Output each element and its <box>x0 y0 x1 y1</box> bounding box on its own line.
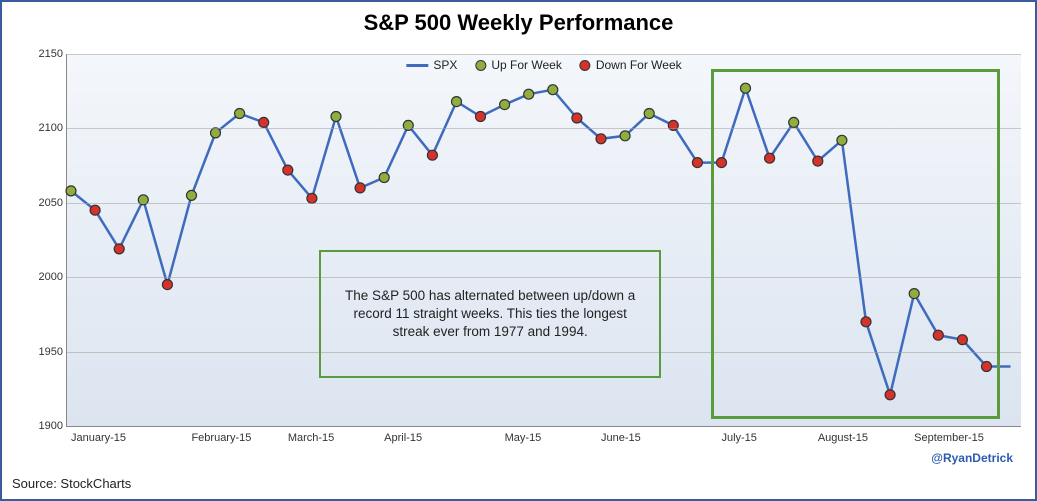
x-axis-label: March-15 <box>288 432 334 444</box>
marker-down <box>114 244 124 254</box>
marker-up <box>66 186 76 196</box>
legend-label: Up For Week <box>491 58 561 72</box>
marker-down <box>885 390 895 400</box>
marker-up <box>789 117 799 127</box>
y-axis-label: 1900 <box>31 420 63 432</box>
marker-down <box>476 112 486 122</box>
marker-up <box>211 128 221 138</box>
marker-down <box>90 205 100 215</box>
marker-up <box>331 112 341 122</box>
x-axis-label: January-15 <box>71 432 126 444</box>
marker-down <box>162 280 172 290</box>
x-axis-label: September-15 <box>914 432 984 444</box>
plot-area: SPXUp For WeekDown For Week 190019502000… <box>66 54 1021 427</box>
marker-down <box>813 156 823 166</box>
y-axis-label: 2150 <box>31 48 63 60</box>
legend: SPX Up For Week Down For Week <box>406 58 681 72</box>
grid-line <box>67 203 1021 204</box>
marker-down <box>259 117 269 127</box>
chart-title: S&P 500 Weekly Performance <box>2 10 1035 36</box>
y-axis-label: 2100 <box>31 122 63 134</box>
marker-down <box>717 158 727 168</box>
marker-down <box>355 183 365 193</box>
marker-up <box>500 100 510 110</box>
marker-up <box>909 289 919 299</box>
plot-area-wrapper: SPX Up For Week Down For Week 1900 1950 2000… <box>30 54 1021 447</box>
marker-up <box>187 190 197 200</box>
marker-down <box>427 150 437 160</box>
grid-line <box>67 128 1021 129</box>
marker-down <box>933 330 943 340</box>
y-axis-label: 1950 <box>31 346 63 358</box>
marker-down <box>596 134 606 144</box>
legend-item: Down For Week <box>580 58 682 72</box>
y-axis-label: 2050 <box>31 197 63 209</box>
credit-handle: @RyanDetrick <box>931 451 1013 465</box>
legend-label: SPX <box>433 58 457 72</box>
annotation-box: The S&P 500 has alternated between up/do… <box>319 250 661 378</box>
x-axis-label: July-15 <box>721 432 756 444</box>
marker-down <box>861 317 871 327</box>
x-axis-label: February-15 <box>191 432 251 444</box>
marker-up <box>524 89 534 99</box>
marker-up <box>620 131 630 141</box>
chart-frame: S&P 500 Weekly Performance SPX Up For Wee… <box>0 0 1037 501</box>
legend-dot-swatch <box>580 60 591 71</box>
source-text: Source: StockCharts <box>12 476 131 491</box>
marker-down <box>692 158 702 168</box>
marker-down <box>957 335 967 345</box>
marker-up <box>452 97 462 107</box>
marker-down <box>307 193 317 203</box>
marker-up <box>235 109 245 119</box>
marker-down <box>982 362 992 372</box>
legend-dot-swatch <box>475 60 486 71</box>
x-axis-label: August-15 <box>818 432 868 444</box>
marker-up <box>837 135 847 145</box>
legend-line-swatch <box>406 64 428 67</box>
legend-label: Down For Week <box>596 58 682 72</box>
marker-down <box>572 113 582 123</box>
x-axis-label: May-15 <box>505 432 542 444</box>
marker-down <box>765 153 775 163</box>
marker-up <box>548 85 558 95</box>
marker-up <box>644 109 654 119</box>
marker-up <box>379 173 389 183</box>
y-axis-label: 2000 <box>31 271 63 283</box>
marker-down <box>283 165 293 175</box>
legend-item: SPX <box>406 58 457 72</box>
marker-up <box>741 83 751 93</box>
x-axis-label: April-15 <box>384 432 422 444</box>
legend-item: Up For Week <box>475 58 561 72</box>
grid-line <box>67 54 1021 55</box>
x-axis-label: June-15 <box>601 432 641 444</box>
